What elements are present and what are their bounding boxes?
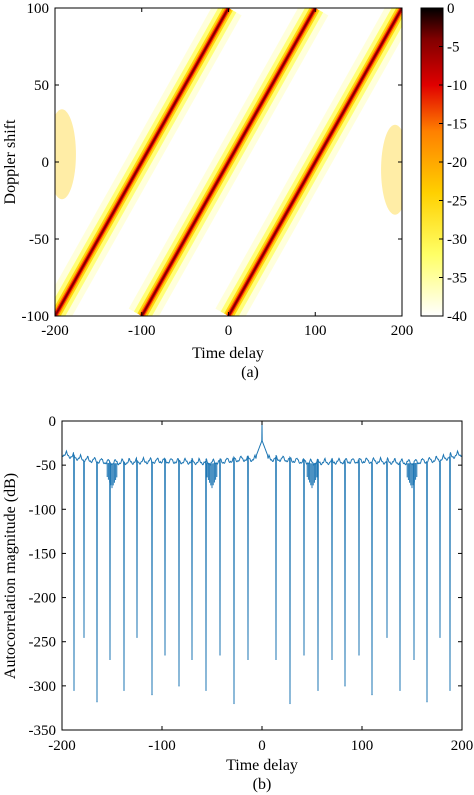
colorbar-tick-label: -40 <box>447 309 467 325</box>
null-point-17 <box>317 689 319 691</box>
y-axis-label-b: Autocorrelation magnitude (dB) <box>2 473 19 679</box>
ridge-2 <box>215 8 402 316</box>
null-point-4 <box>123 689 125 691</box>
null-point-12 <box>233 702 235 705</box>
x-axis-label-b: Time delay <box>226 757 298 774</box>
ridge-0-layer-5 <box>55 8 230 316</box>
y-tick-label-a: 50 <box>34 78 49 94</box>
null-point-11 <box>219 654 221 656</box>
null-point-2 <box>96 701 98 703</box>
edge-glow-1 <box>381 124 402 215</box>
null-point-0 <box>73 689 75 691</box>
null-point-5 <box>136 636 138 638</box>
ridge-2-layer-5 <box>227 8 402 316</box>
null-point-15 <box>289 702 291 705</box>
x-axis-label-a: Time delay <box>192 345 264 362</box>
y-ticks-b: 0 -50 -100 -150 -200 -250 -300 -350 <box>29 414 462 739</box>
y-tick-label-b: -50 <box>36 458 56 474</box>
y-tick-label-a: 0 <box>42 155 50 171</box>
null-point-24 <box>413 658 415 660</box>
x-tick-label-b: 200 <box>451 738 474 754</box>
ridge-1-layer-5 <box>141 8 316 316</box>
colorbar-tick-label: -15 <box>447 117 467 133</box>
null-point-23 <box>399 689 401 691</box>
autocorrelation-line <box>62 421 462 704</box>
null-point-1 <box>83 636 85 638</box>
null-point-13 <box>247 658 249 660</box>
null-point-26 <box>439 636 441 638</box>
y-tick-label-b: -350 <box>29 723 57 739</box>
null-point-22 <box>386 636 388 638</box>
colorbar-tick-label: -25 <box>447 194 467 210</box>
y-tick-label-b: -150 <box>29 546 57 562</box>
y-tick-label-b: -300 <box>29 679 57 695</box>
x-tick-label-b: -100 <box>148 738 176 754</box>
colorbar-ticks: 0 -5 -10 -15 -20 -25 -30 -35 -40 <box>439 1 467 325</box>
x-tick-label-b: 100 <box>351 738 374 754</box>
ridge-1 <box>128 8 329 316</box>
x-tick-label-b: 0 <box>258 738 266 754</box>
x-tick-label-b: -200 <box>48 738 76 754</box>
y-tick-label-a: 100 <box>27 1 50 17</box>
y-tick-label-b: -200 <box>29 591 57 607</box>
colorbar-tick-label: -5 <box>447 40 460 56</box>
null-point-25 <box>426 701 428 703</box>
null-point-16 <box>303 654 305 656</box>
y-ticks-a: 100 50 0 -50 -100 <box>22 1 402 325</box>
y-tick-label-b: -100 <box>29 502 57 518</box>
null-point-18 <box>331 658 333 660</box>
null-points <box>73 636 451 705</box>
null-point-9 <box>191 658 193 660</box>
x-tick-label-a: -100 <box>128 323 156 339</box>
null-point-27 <box>449 689 451 691</box>
colorbar-tick-label: -20 <box>447 155 467 171</box>
null-point-19 <box>344 685 346 687</box>
null-point-7 <box>164 654 166 656</box>
null-point-14 <box>275 658 277 660</box>
y-tick-label-b: 0 <box>49 414 57 430</box>
null-point-20 <box>358 654 360 656</box>
null-point-8 <box>178 685 180 687</box>
edge-glow-0 <box>55 109 76 200</box>
x-tick-label-a: 100 <box>304 323 327 339</box>
x-tick-label-a: 0 <box>225 323 233 339</box>
null-point-10 <box>205 689 207 691</box>
colorbar-tick-label: -10 <box>447 78 467 94</box>
caption-a: (a) <box>241 364 259 381</box>
y-tick-label-a: -50 <box>29 232 49 248</box>
y-tick-label-a: -100 <box>22 309 50 325</box>
x-tick-label-a: 200 <box>391 323 414 339</box>
ridge-group <box>55 8 402 316</box>
null-point-21 <box>371 694 373 696</box>
caption-b: (b) <box>253 776 272 793</box>
null-point-6 <box>151 694 153 696</box>
y-tick-label-b: -250 <box>29 635 57 651</box>
ridge-0 <box>55 8 242 316</box>
plot-area-b <box>62 421 462 730</box>
colorbar-tick-label: -35 <box>447 271 467 287</box>
colorbar: 0 -5 -10 -15 -20 -25 -30 -35 -40 <box>420 1 467 325</box>
x-tick-label-a: -200 <box>41 323 69 339</box>
null-point-3 <box>109 658 111 660</box>
colorbar-tick-label: 0 <box>447 1 455 17</box>
x-ticks-b: -200 -100 0 100 200 <box>48 421 473 754</box>
y-axis-label-a: Doppler shift <box>2 119 19 204</box>
colorbar-tick-label: -30 <box>447 232 467 248</box>
autocorrelation-panel: -200 -100 0 100 200 0 -50 -100 -150 -200 -250 -300… <box>2 414 473 793</box>
x-ticks-a: -200 -100 0 100 200 <box>41 8 413 339</box>
